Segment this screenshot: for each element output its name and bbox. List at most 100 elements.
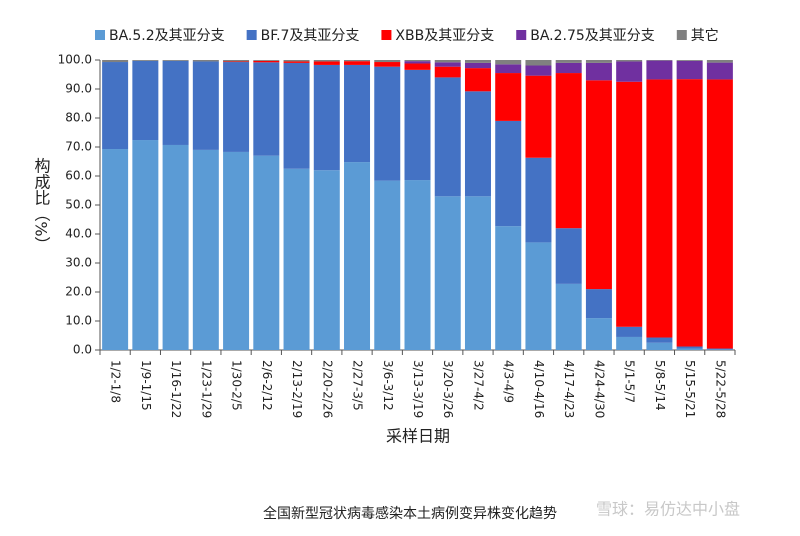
x-tick-label: 5/22-5/28 — [713, 360, 727, 418]
bar-segment — [434, 196, 461, 350]
y-tick-label: 40.0 — [65, 227, 92, 241]
bar-segment — [253, 60, 280, 63]
bar-segment — [525, 60, 552, 66]
bar-segment — [132, 140, 159, 350]
bar-segment — [434, 66, 461, 78]
x-tick-label: 4/24-4/30 — [592, 360, 606, 418]
x-tick-label: 1/23-1/29 — [199, 360, 213, 418]
x-tick-label: 5/1-5/7 — [623, 360, 637, 403]
bar-segment — [162, 60, 189, 61]
bar-segment — [495, 64, 522, 74]
bar-segment — [283, 60, 310, 62]
legend-label: BA.5.2及其亚分支 — [109, 28, 225, 44]
bar-segment — [102, 60, 129, 63]
x-tick-label: 2/27-3/5 — [351, 360, 365, 411]
bar-segment — [223, 151, 250, 350]
bar-segment — [223, 62, 250, 152]
bar-segment — [525, 157, 552, 243]
bar-segment — [585, 80, 612, 290]
bar-segment — [464, 60, 491, 63]
bar-segment — [374, 180, 401, 350]
x-tick-label: 3/27-4/2 — [471, 360, 485, 411]
bar-segment — [616, 81, 643, 327]
x-tick-label: 2/13-2/19 — [290, 360, 304, 418]
bar-segment — [132, 60, 159, 61]
bar-segment — [646, 337, 673, 343]
bar-segment — [313, 60, 340, 62]
bar-segment — [223, 61, 250, 63]
x-tick-label: 3/6-3/12 — [381, 360, 395, 411]
bar-segment — [313, 61, 340, 65]
caption: 全国新型冠状病毒感染本土病例变异株变化趋势 — [263, 505, 557, 522]
bar-segment — [676, 348, 703, 350]
bar-segment — [676, 346, 703, 349]
legend-swatch — [95, 30, 105, 40]
y-axis-title: 构成比（%） — [32, 157, 51, 252]
bar-segment — [676, 79, 703, 347]
bar-segment — [495, 120, 522, 227]
bar-segment — [706, 62, 733, 80]
bar-segment — [525, 65, 552, 76]
bar-segment — [253, 62, 280, 156]
bar-segment — [676, 60, 703, 61]
y-tick-label: 10.0 — [65, 314, 92, 328]
x-tick-label: 2/6-2/12 — [260, 360, 274, 411]
bar-segment — [525, 75, 552, 158]
y-tick-label: 100.0 — [58, 53, 92, 67]
watermark: 雪球：易仿达中小盘 — [596, 500, 740, 519]
legend-label: XBB及其亚分支 — [395, 28, 494, 44]
bar-segment — [434, 60, 461, 63]
bar-segment — [646, 60, 673, 80]
legend-swatch — [676, 30, 687, 40]
bar-segment — [283, 62, 310, 169]
bar-segment — [585, 60, 612, 63]
bar-segment — [223, 60, 250, 62]
bar-segment — [646, 60, 673, 61]
bar-segment — [192, 61, 219, 150]
legend-swatch — [516, 30, 527, 40]
x-tick-label: 1/9-1/15 — [139, 360, 153, 411]
bar-segment — [616, 60, 643, 62]
y-tick-label: 50.0 — [65, 198, 92, 212]
bar-segment — [344, 60, 371, 62]
bar-segment — [374, 62, 401, 67]
bar-segment — [495, 73, 522, 121]
legend-swatch — [381, 30, 392, 40]
bar-segment — [404, 69, 431, 181]
x-axis-title: 采样日期 — [386, 427, 450, 446]
legend-label: BF.7及其亚分支 — [261, 28, 360, 44]
bar-segment — [102, 62, 129, 150]
bar-segment — [192, 149, 219, 350]
x-tick-label: 5/15-5/21 — [683, 360, 697, 418]
bar-segment — [464, 91, 491, 197]
bar-segment — [162, 144, 189, 350]
y-tick-label: 0.0 — [73, 343, 92, 357]
bar-segment — [253, 60, 280, 61]
x-tick-label: 4/17-4/23 — [562, 360, 576, 418]
bar-segment — [646, 79, 673, 338]
x-tick-label: 1/16-1/22 — [169, 360, 183, 418]
x-tick-label: 1/2-1/8 — [109, 360, 123, 403]
bar-segment — [404, 61, 431, 64]
bar-segment — [464, 196, 491, 350]
x-tick-label: 3/13-3/19 — [411, 360, 425, 418]
bar-segment — [404, 60, 431, 62]
bar-segment — [555, 73, 582, 229]
bar-segment — [344, 61, 371, 65]
x-tick-label: 3/20-3/26 — [441, 360, 455, 418]
x-tick-label: 2/20-2/26 — [320, 360, 334, 418]
bar-segment — [706, 349, 733, 350]
bar-segment — [585, 289, 612, 319]
bar-segment — [676, 60, 703, 80]
bar-segment — [313, 170, 340, 350]
bar-segment — [344, 162, 371, 350]
bar-segment — [102, 149, 129, 350]
bar-segment — [434, 77, 461, 197]
bar-segment — [132, 60, 159, 141]
y-tick-label: 30.0 — [65, 256, 92, 270]
legend-label: BA.2.75及其亚分支 — [530, 28, 655, 44]
bar-segment — [253, 155, 280, 350]
legend-label: 其它 — [691, 27, 719, 44]
bar-segment — [706, 60, 733, 63]
